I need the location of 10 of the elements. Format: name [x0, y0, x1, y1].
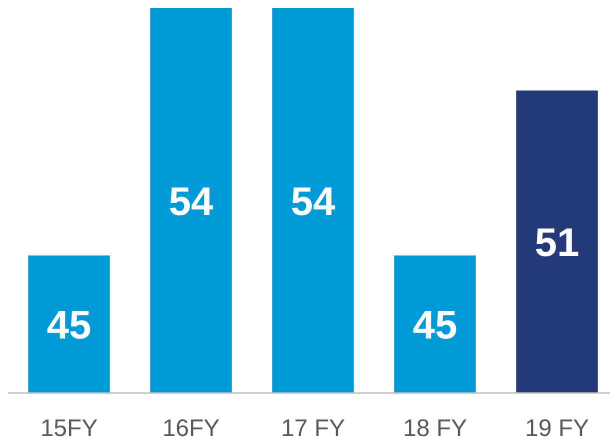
data-label: 54	[290, 180, 336, 224]
data-label: 54	[168, 180, 214, 224]
data-label: 51	[534, 221, 580, 266]
data-label: 45	[46, 304, 92, 348]
x-tick-label: 19 FY	[524, 415, 590, 442]
x-tick-label: 16FY	[162, 415, 220, 442]
x-tick-label: 17 FY	[280, 415, 346, 442]
x-tick-label: 18 FY	[402, 415, 468, 442]
data-label: 45	[412, 304, 458, 348]
x-tick-label: 15FY	[40, 415, 98, 442]
